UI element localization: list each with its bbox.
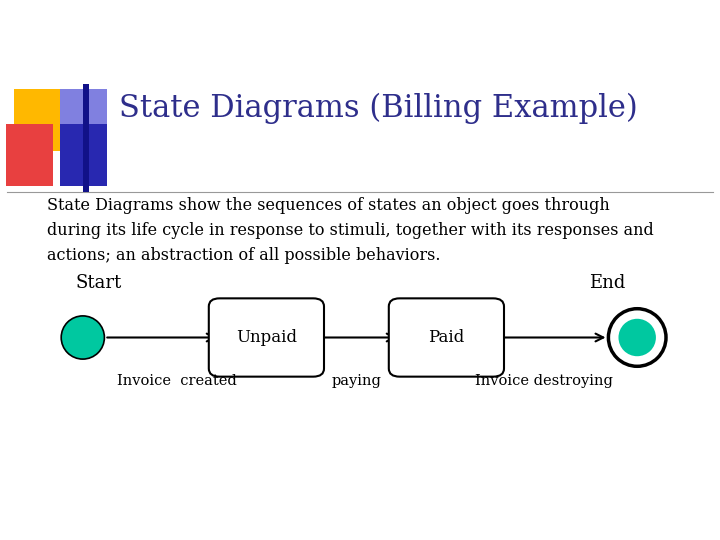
Text: Start: Start bbox=[76, 274, 122, 293]
FancyBboxPatch shape bbox=[209, 298, 324, 377]
FancyBboxPatch shape bbox=[6, 124, 53, 186]
Text: Unpaid: Unpaid bbox=[236, 329, 297, 346]
FancyBboxPatch shape bbox=[83, 84, 89, 192]
Text: Invoice destroying: Invoice destroying bbox=[474, 374, 613, 388]
Text: State Diagrams (Billing Example): State Diagrams (Billing Example) bbox=[119, 92, 637, 124]
FancyBboxPatch shape bbox=[14, 89, 61, 151]
FancyBboxPatch shape bbox=[60, 89, 107, 151]
FancyBboxPatch shape bbox=[60, 124, 107, 186]
Text: State Diagrams show the sequences of states an object goes through
during its li: State Diagrams show the sequences of sta… bbox=[47, 197, 654, 264]
Ellipse shape bbox=[618, 319, 656, 356]
Ellipse shape bbox=[608, 309, 666, 366]
Text: Paid: Paid bbox=[428, 329, 464, 346]
Text: End: End bbox=[588, 274, 625, 293]
Text: paying: paying bbox=[331, 374, 382, 388]
FancyBboxPatch shape bbox=[389, 298, 504, 377]
Text: Invoice  created: Invoice created bbox=[117, 374, 236, 388]
Ellipse shape bbox=[61, 316, 104, 359]
